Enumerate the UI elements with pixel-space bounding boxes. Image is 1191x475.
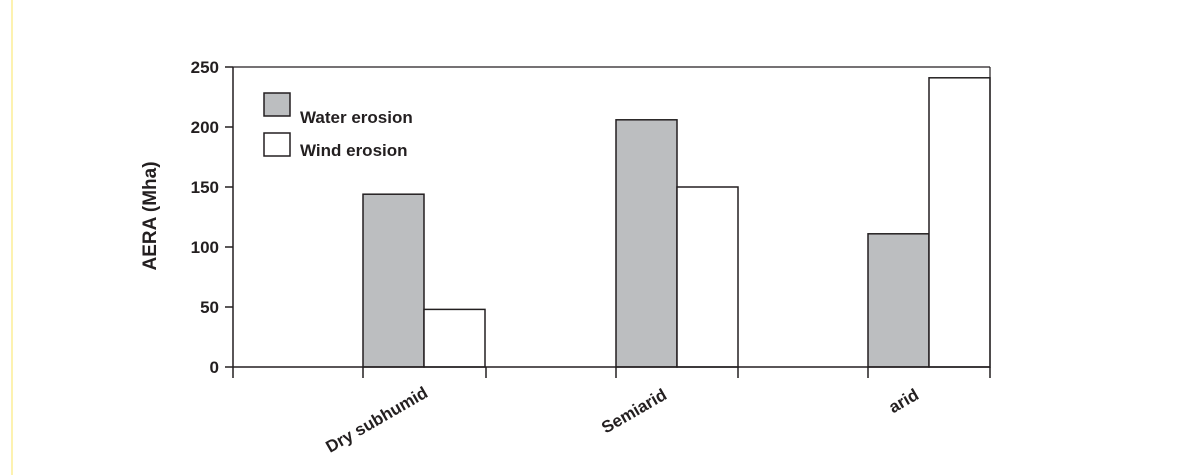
y-tick-label-50: 50 — [200, 298, 219, 317]
y-ticks-group: 0 50 100 150 200 250 — [191, 58, 233, 377]
x-category-label-1: Semiarid — [598, 385, 670, 437]
y-axis-title: AERA (Mha) — [140, 161, 161, 270]
y-tick-label-200: 200 — [191, 118, 219, 137]
axes-group — [232, 66, 991, 368]
y-tick-label-0: 0 — [210, 358, 219, 377]
bars-group — [362, 77, 991, 368]
bar-wind-2 — [928, 77, 991, 368]
legend-label-0: Water erosion — [300, 108, 413, 127]
bar-water-0 — [362, 193, 425, 368]
legend: Water erosion Wind erosion — [263, 92, 413, 160]
legend-label-1: Wind erosion — [300, 141, 408, 160]
margin-rule — [11, 0, 13, 475]
x-ticks-group: Dry subhumid Semiarid arid — [232, 367, 991, 457]
bar-wind-1 — [676, 186, 739, 368]
y-tick-label-250: 250 — [191, 58, 219, 77]
x-category-label-2: arid — [885, 385, 922, 417]
y-tick-label-100: 100 — [191, 238, 219, 257]
y-tick-label-150: 150 — [191, 178, 219, 197]
legend-swatch-1 — [263, 132, 291, 157]
bar-water-1 — [615, 119, 678, 368]
x-category-label-0: Dry subhumid — [323, 383, 431, 457]
legend-swatch-0 — [263, 92, 291, 117]
bar-wind-0 — [423, 308, 486, 368]
bar-water-2 — [867, 233, 930, 368]
